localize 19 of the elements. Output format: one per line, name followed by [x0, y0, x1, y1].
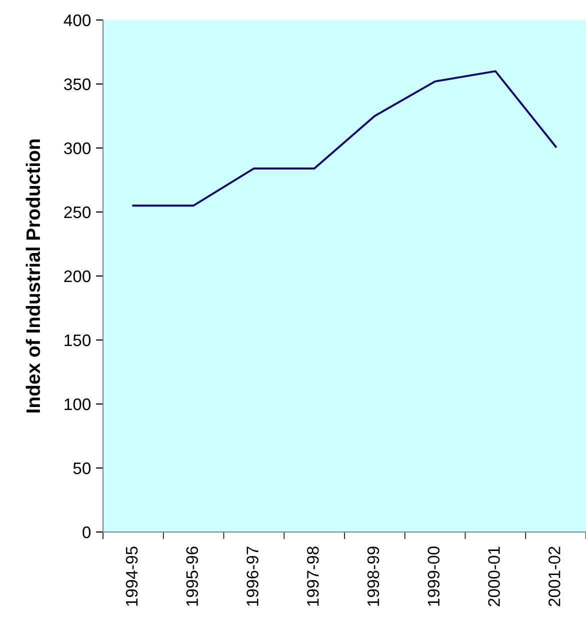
x-tick-label: 1994-95: [126, 546, 138, 606]
y-tick-label: 350: [64, 78, 91, 90]
x-tick-label: 1996-97: [246, 546, 258, 606]
x-tick-label: 2001-02: [548, 546, 560, 606]
x-tick-label: 2000-01: [488, 546, 500, 606]
y-tick-label: 50: [73, 462, 91, 474]
x-tick-label: 1997-98: [306, 546, 319, 606]
y-tick-label: 400: [64, 14, 91, 26]
x-tick-label: 1995-96: [186, 546, 198, 606]
y-axis-title: Index of Industrial Production: [26, 139, 40, 412]
y-tick-label: 150: [64, 334, 91, 346]
line-series: [132, 70, 557, 207]
x-tick-label: 1999-00: [428, 546, 440, 606]
y-tick-label: 0: [82, 526, 91, 538]
x-tick-label: 1998-99: [367, 546, 380, 606]
y-tick-label: 300: [64, 142, 91, 154]
y-tick-label: 250: [64, 206, 91, 218]
y-tick-label: 200: [64, 270, 91, 282]
y-tick-label: 100: [64, 398, 91, 410]
